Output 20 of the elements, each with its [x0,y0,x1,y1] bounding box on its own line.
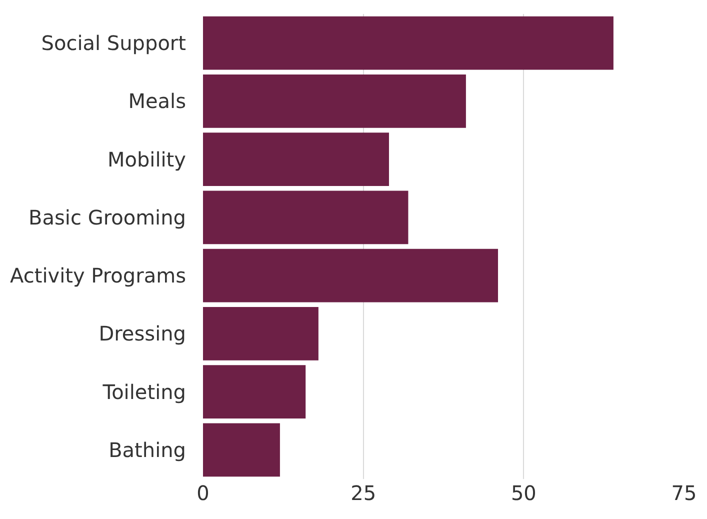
x-tick-label: 50 [510,481,536,505]
y-tick-label: Basic Grooming [28,205,186,230]
bar [203,306,318,360]
x-tick-label: 0 [196,481,210,505]
y-tick-label: Bathing [108,438,186,462]
y-tick-label: Toileting [102,380,186,404]
y-tick-label: Dressing [98,322,186,346]
bar [203,190,408,244]
bar [203,365,306,419]
x-tick-label: 75 [671,481,697,505]
bar [203,16,614,70]
bar [203,423,280,477]
y-tick-label: Activity Programs [10,264,186,288]
bar [203,74,466,128]
x-tick-label: 25 [350,481,376,505]
bar [203,132,389,186]
y-tick-label: Mobility [107,147,186,172]
y-tick-label: Meals [128,89,186,114]
y-tick-label: Social Support [41,31,186,56]
bar [203,248,498,302]
